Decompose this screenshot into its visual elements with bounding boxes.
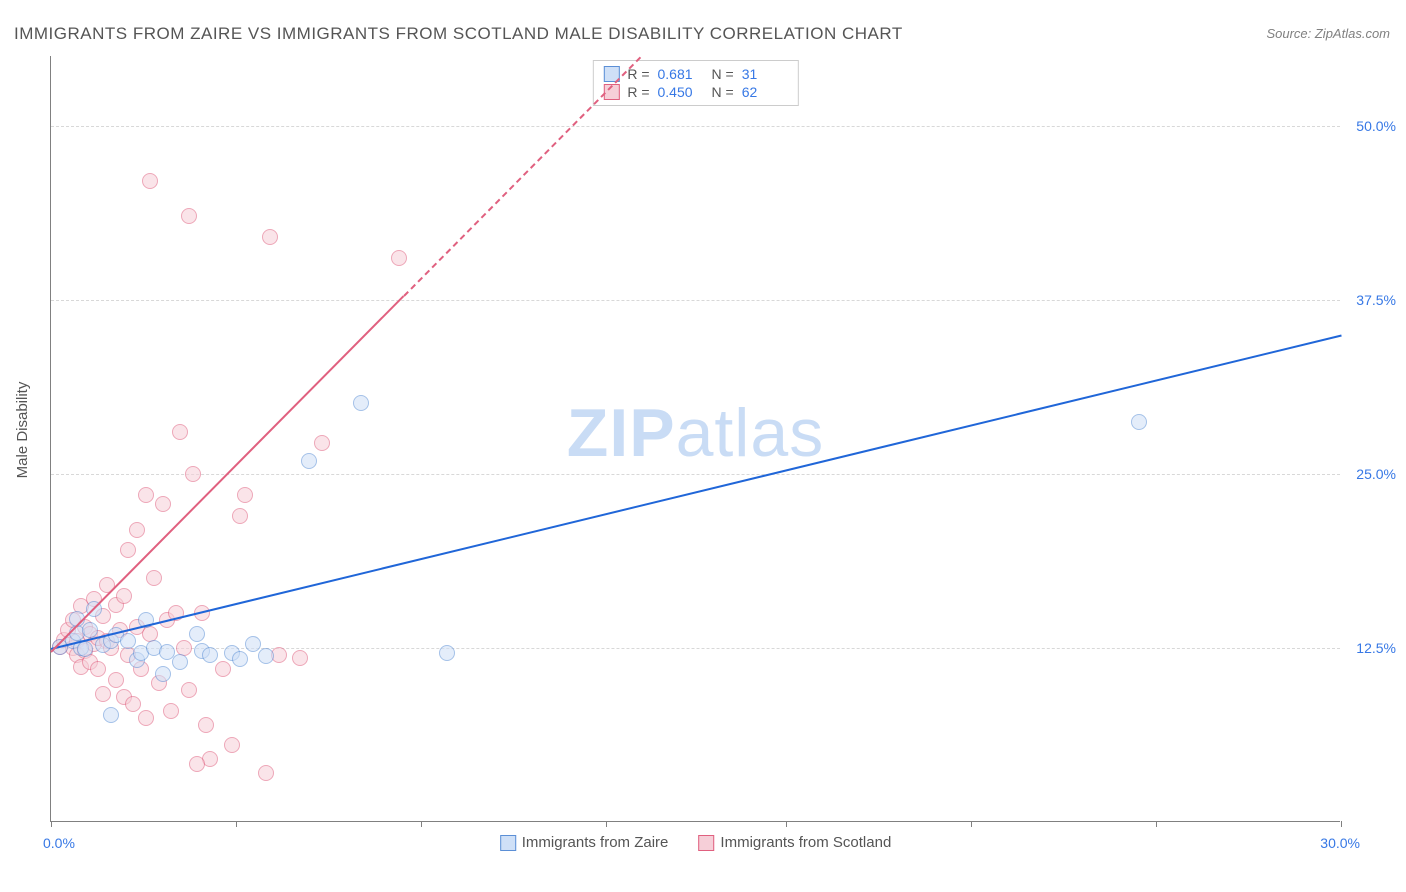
trendline [403,56,641,296]
scatter-point [181,208,197,224]
x-tick [606,821,607,827]
y-axis-label: Male Disability [14,382,31,479]
chart-title: IMMIGRANTS FROM ZAIRE VS IMMIGRANTS FROM… [14,24,903,44]
scatter-point [172,424,188,440]
scatter-point [181,682,197,698]
gridline [51,300,1340,301]
scatter-point [116,588,132,604]
scatter-point [391,250,407,266]
y-tick-label: 12.5% [1356,640,1396,656]
series-legend: Immigrants from Zaire Immigrants from Sc… [500,834,892,851]
source-label: Source: ZipAtlas.com [1266,26,1390,41]
scatter-point [189,626,205,642]
scatter-point [82,622,98,638]
scatter-point [155,496,171,512]
x-min-label: 0.0% [43,835,75,851]
scatter-point [314,435,330,451]
x-tick [1156,821,1157,827]
scatter-point [237,487,253,503]
y-tick-label: 25.0% [1356,466,1396,482]
scatter-point [232,651,248,667]
scatter-point [155,666,171,682]
scatter-point [198,717,214,733]
correlation-legend: R =0.681 N =31 R =0.450 N =62 [592,60,798,106]
x-tick [51,821,52,827]
legend-item-scotland: Immigrants from Scotland [698,834,891,851]
scatter-point [146,570,162,586]
x-tick [786,821,787,827]
scatter-point [439,645,455,661]
x-tick [236,821,237,827]
scatter-point [189,756,205,772]
scatter-point [172,654,188,670]
scatter-point [262,229,278,245]
scatter-point [202,647,218,663]
watermark: ZIPatlas [567,393,824,471]
scatter-point [185,466,201,482]
scatter-point [245,636,261,652]
x-tick [421,821,422,827]
scatter-point [95,686,111,702]
scatter-point [224,737,240,753]
scatter-point [1131,414,1147,430]
scatter-point [215,661,231,677]
scatter-point [120,542,136,558]
scatter-point [108,672,124,688]
scatter-point [138,487,154,503]
scatter-point [301,453,317,469]
legend-row-scotland: R =0.450 N =62 [603,83,787,101]
scatter-point [142,173,158,189]
x-tick [971,821,972,827]
scatter-point [103,707,119,723]
scatter-point [120,633,136,649]
scatter-point [353,395,369,411]
y-tick-label: 37.5% [1356,292,1396,308]
legend-item-zaire: Immigrants from Zaire [500,834,669,851]
scatter-point [138,710,154,726]
scatter-point [163,703,179,719]
gridline [51,648,1340,649]
swatch-zaire [500,835,516,851]
scatter-point [129,522,145,538]
scatter-point [232,508,248,524]
x-tick [1341,821,1342,827]
x-max-label: 30.0% [1320,835,1360,851]
gridline [51,474,1340,475]
scatter-point [258,648,274,664]
scatter-point [125,696,141,712]
scatter-point [292,650,308,666]
scatter-point [258,765,274,781]
y-tick-label: 50.0% [1356,118,1396,134]
scatter-point [90,661,106,677]
chart-plot-area: ZIPatlas R =0.681 N =31 R =0.450 N =62 I… [50,56,1340,822]
gridline [51,126,1340,127]
swatch-scotland [698,835,714,851]
scatter-point [77,641,93,657]
